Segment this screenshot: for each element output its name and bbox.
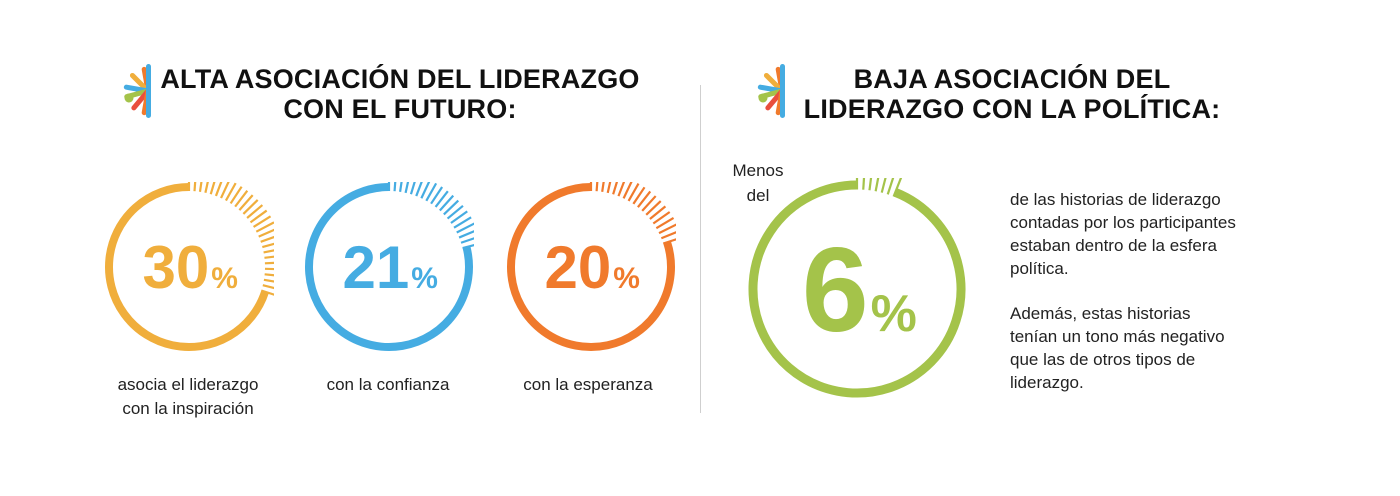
caption-confianza: con la confianza bbox=[326, 375, 450, 394]
stat-value: 20% bbox=[544, 234, 639, 301]
ring-tick-marks bbox=[387, 182, 474, 250]
brand-logo-right bbox=[757, 64, 785, 118]
heading-line-1: ALTA ASOCIACIÓN DEL LIDERAZGO bbox=[160, 64, 640, 94]
brand-logo-left bbox=[123, 64, 151, 118]
stat-value: 21% bbox=[342, 234, 437, 301]
heading-line-1: BAJA ASOCIACIÓN DEL bbox=[853, 64, 1171, 94]
ring-tick-marks bbox=[855, 178, 903, 197]
caption-esperanza: con la esperanza bbox=[523, 375, 653, 394]
heading-line-2: LIDERAZGO CON LA POLÍTICA: bbox=[803, 94, 1221, 124]
stat-prefix: Menos del bbox=[732, 161, 784, 205]
politics-description: de las historias de liderazgo contadas p… bbox=[1010, 188, 1280, 416]
paragraph-1: de las historias de liderazgo contadas p… bbox=[1010, 190, 1236, 278]
heading-low-association: BAJA ASOCIACIÓN DEL LIDERAZGO CON LA POL… bbox=[792, 64, 1232, 124]
paragraph-2: Además, estas historias tenían un tono m… bbox=[1010, 304, 1225, 392]
stat-value: 6% bbox=[802, 223, 917, 357]
ring-solid-arc bbox=[305, 183, 473, 351]
stat-ring-inspiracion: 30% bbox=[104, 182, 274, 352]
stat-value: 30% bbox=[142, 234, 237, 301]
stat-ring-confianza: 21% bbox=[304, 182, 474, 352]
heading-line-2: CON EL FUTURO: bbox=[283, 94, 517, 124]
stat-ring-esperanza: 20% bbox=[506, 182, 676, 352]
ring-tick-marks bbox=[589, 182, 676, 245]
ring-tick-marks bbox=[187, 182, 274, 296]
ring-solid-arc bbox=[748, 180, 966, 398]
ring-solid-arc bbox=[105, 183, 269, 351]
ring-solid-arc bbox=[507, 183, 675, 351]
section-divider bbox=[700, 85, 701, 413]
caption-inspiracion: asocia el liderazgo con la inspiración bbox=[117, 375, 259, 418]
stat-ring-politica: 6% bbox=[746, 178, 968, 400]
heading-high-association: ALTA ASOCIACIÓN DEL LIDERAZGO CON EL FUT… bbox=[160, 64, 640, 124]
